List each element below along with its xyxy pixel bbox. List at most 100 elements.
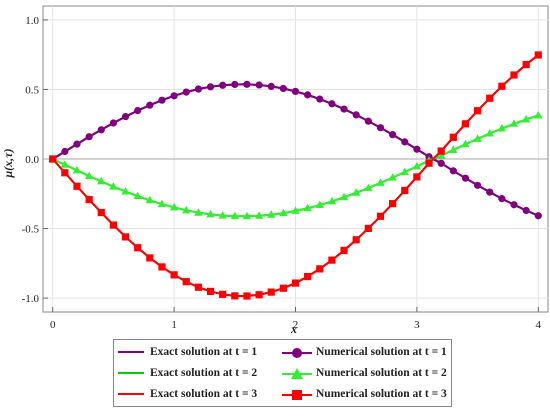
data-point (510, 71, 518, 79)
data-point (219, 290, 227, 298)
data-point (219, 81, 227, 89)
data-point (364, 224, 372, 233)
legend-label-exact-t3: Exact solution at t = 3 (150, 388, 258, 400)
data-point (510, 201, 518, 209)
data-point (61, 169, 69, 177)
y-tick-label: 0.5 (25, 84, 39, 96)
data-point (340, 105, 348, 113)
y-axis-label: μ(x,τ) (1, 149, 15, 179)
data-point (498, 82, 506, 90)
data-point (157, 199, 167, 208)
data-point (267, 210, 276, 218)
data-point (182, 205, 191, 214)
data-point (473, 134, 482, 142)
x-tick-label: 1 (171, 319, 177, 331)
data-point (498, 195, 506, 203)
data-point (340, 246, 348, 254)
data-point (389, 200, 397, 208)
data-point (243, 80, 251, 88)
data-point (182, 278, 190, 286)
data-point (413, 173, 421, 181)
data-point (412, 161, 422, 170)
data-point (84, 171, 94, 180)
legend-row: Exact solution at t = 3 Numerical soluti… (114, 386, 451, 402)
data-point (364, 183, 373, 192)
data-point (376, 212, 385, 220)
y-tick-label: 0.0 (25, 154, 39, 166)
y-tick-label: 1.0 (25, 15, 39, 27)
data-point (146, 254, 154, 262)
data-point (449, 167, 457, 175)
data-point (352, 236, 360, 244)
data-point (304, 272, 312, 281)
data-point (521, 114, 531, 123)
data-point (170, 271, 178, 279)
data-point (486, 94, 494, 102)
data-point (267, 288, 275, 296)
data-point (449, 133, 457, 141)
series-6 (49, 51, 542, 300)
data-point (60, 160, 70, 168)
x-tick-label: 0 (50, 319, 56, 331)
data-point (534, 212, 542, 220)
data-point (328, 100, 336, 108)
data-point (279, 284, 287, 292)
data-point (485, 129, 494, 137)
legend-line-exact-t3 (118, 393, 144, 395)
data-point (461, 174, 470, 182)
data-point (146, 101, 154, 109)
data-point (243, 292, 251, 300)
data-point (437, 159, 445, 167)
data-point (218, 211, 227, 219)
x-tick-label: 2 (293, 319, 299, 331)
data-point (389, 131, 397, 139)
data-point (304, 91, 312, 99)
legend: Exact solution at t = 1 Numerical soluti… (113, 339, 452, 407)
data-point (121, 233, 130, 241)
data-point (328, 256, 336, 264)
data-point (291, 87, 300, 96)
data-point (279, 208, 288, 217)
data-point (351, 188, 361, 196)
data-point (121, 112, 130, 121)
data-point (109, 182, 118, 190)
data-point (158, 96, 166, 104)
legend-label-numerical-t1: Numerical solution at t = 1 (316, 346, 447, 358)
data-point (376, 178, 385, 186)
data-point (449, 145, 458, 153)
data-point (401, 138, 409, 146)
data-point (316, 95, 324, 103)
data-point (497, 124, 507, 132)
data-point (73, 140, 81, 148)
data-point (316, 265, 324, 273)
data-point (534, 51, 542, 59)
legend-label-numerical-t3: Numerical solution at t = 3 (316, 388, 447, 400)
data-point (279, 84, 287, 93)
data-point (121, 187, 130, 195)
data-point (400, 167, 409, 176)
data-point (97, 126, 105, 134)
data-point (327, 196, 337, 205)
data-point (486, 188, 494, 196)
legend-label-numerical-t2: Numerical solution at t = 2 (316, 367, 447, 379)
data-point (534, 110, 543, 119)
data-point (85, 133, 93, 141)
data-point (134, 244, 142, 252)
data-point (267, 82, 275, 90)
data-point (73, 182, 81, 190)
data-point (364, 117, 372, 125)
tick-labels: 0 1 2 3 4 -1.0 -0.5 0.0 0.5 1.0 (22, 15, 542, 331)
data-point (425, 159, 433, 167)
data-point (109, 119, 118, 127)
data-point (72, 165, 82, 174)
data-point (436, 151, 446, 159)
data-point (231, 292, 239, 300)
data-point (437, 147, 445, 155)
data-point (413, 145, 421, 153)
data-point (473, 181, 482, 189)
data-point (230, 211, 240, 220)
data-point (194, 85, 202, 93)
data-point (158, 263, 166, 271)
data-point (133, 191, 142, 200)
